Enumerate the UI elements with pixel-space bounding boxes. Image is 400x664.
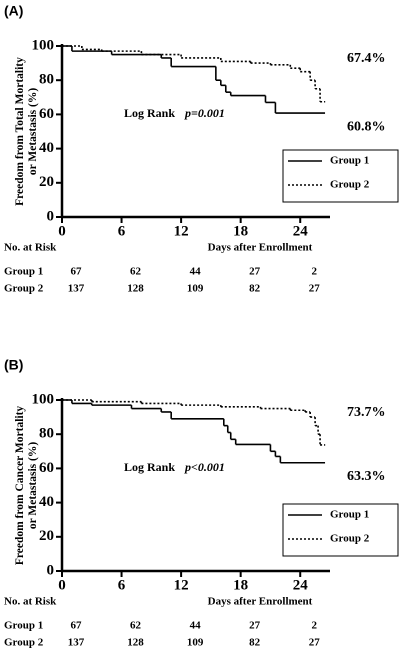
risk-count: 82 (249, 637, 261, 649)
x-axis-title: Days after Enrollment (208, 596, 313, 608)
y-axis-title: Freedom from Cancer Mortalityor Metastas… (14, 406, 39, 566)
x-tick-label: 12 (174, 223, 189, 239)
end-label: 60.8% (347, 119, 386, 134)
legend-box (282, 149, 399, 203)
y-tick-label: 20 (39, 174, 54, 190)
legend-label: Group 1 (330, 509, 369, 521)
risk-count: 62 (130, 266, 142, 278)
annotation-text: Log Rank (124, 106, 175, 120)
y-tick-label: 100 (32, 37, 55, 53)
panel-label: (A) (4, 3, 23, 19)
risk-row-name: Group 2 (4, 283, 44, 295)
risk-row-name: Group 1 (4, 620, 43, 632)
risk-count: 128 (127, 283, 144, 295)
y-tick-label: 80 (39, 72, 54, 88)
y-tick-label: 40 (39, 494, 54, 510)
annotation: Log Rank p=0.001 (124, 106, 225, 120)
risk-count: 27 (309, 637, 321, 649)
km-curve (62, 45, 326, 103)
risk-count: 109 (187, 637, 204, 649)
legend-label: Group 2 (330, 179, 370, 191)
end-label: 63.3% (347, 469, 386, 484)
x-tick-label: 24 (293, 577, 309, 593)
y-tick-label: 60 (39, 460, 54, 476)
legend-label: Group 1 (330, 155, 369, 167)
risk-row-name: Group 2 (4, 637, 44, 649)
y-tick-label: 60 (39, 106, 54, 122)
risk-count: 62 (130, 620, 142, 632)
legend-box (282, 503, 399, 557)
risk-count: 2 (311, 620, 317, 632)
y-tick-label: 0 (47, 208, 55, 224)
risk-count: 82 (249, 283, 261, 295)
x-tick-label: 18 (233, 223, 248, 239)
km-curve (62, 45, 326, 114)
annotation-stat: p<0.001 (184, 460, 225, 474)
risk-count: 27 (249, 620, 261, 632)
y-axis-title: Freedom from Total Mortalityor Metastasi… (14, 57, 39, 206)
risk-count: 109 (187, 283, 204, 295)
y-tick-label: 40 (39, 140, 54, 156)
annotation-text: Log Rank (124, 460, 175, 474)
risk-row-name: Group 1 (4, 266, 43, 278)
risk-count: 44 (190, 620, 202, 632)
y-tick-label: 80 (39, 426, 54, 442)
end-label: 67.4% (347, 51, 386, 66)
km-curve (62, 399, 326, 464)
y-tick-label: 20 (39, 528, 54, 544)
x-tick-label: 0 (58, 223, 66, 239)
risk-count: 2 (311, 266, 317, 278)
risk-count: 67 (71, 266, 83, 278)
x-axis-title: Days after Enrollment (208, 242, 313, 254)
x-tick-label: 12 (174, 577, 189, 593)
risk-count: 128 (127, 637, 144, 649)
y-axis-title-line: Freedom from Total Mortality (14, 57, 26, 206)
x-tick-label: 18 (233, 577, 248, 593)
y-axis-title-line: Freedom from Cancer Mortality (14, 406, 26, 566)
annotation: Log Rank p<0.001 (124, 460, 225, 474)
x-tick-label: 6 (118, 223, 126, 239)
risk-header: No. at Risk (4, 596, 57, 608)
risk-count: 27 (309, 283, 321, 295)
risk-header: No. at Risk (4, 242, 57, 254)
risk-count: 137 (68, 637, 85, 649)
risk-count: 137 (68, 283, 85, 295)
legend-label: Group 2 (330, 533, 370, 545)
y-axis-title-line: or Metastasis (%) (27, 88, 39, 175)
end-label: 73.7% (347, 405, 386, 420)
km-curve (62, 399, 326, 446)
annotation-stat: p=0.001 (184, 106, 225, 120)
panel-label: (B) (4, 357, 23, 373)
risk-count: 67 (71, 620, 83, 632)
x-tick-label: 6 (118, 577, 126, 593)
risk-count: 44 (190, 266, 202, 278)
x-tick-label: 0 (58, 577, 66, 593)
y-tick-label: 100 (32, 391, 55, 407)
y-tick-label: 0 (47, 562, 55, 578)
x-tick-label: 24 (293, 223, 309, 239)
y-axis-title-line: or Metastasis (%) (27, 442, 39, 529)
risk-count: 27 (249, 266, 261, 278)
